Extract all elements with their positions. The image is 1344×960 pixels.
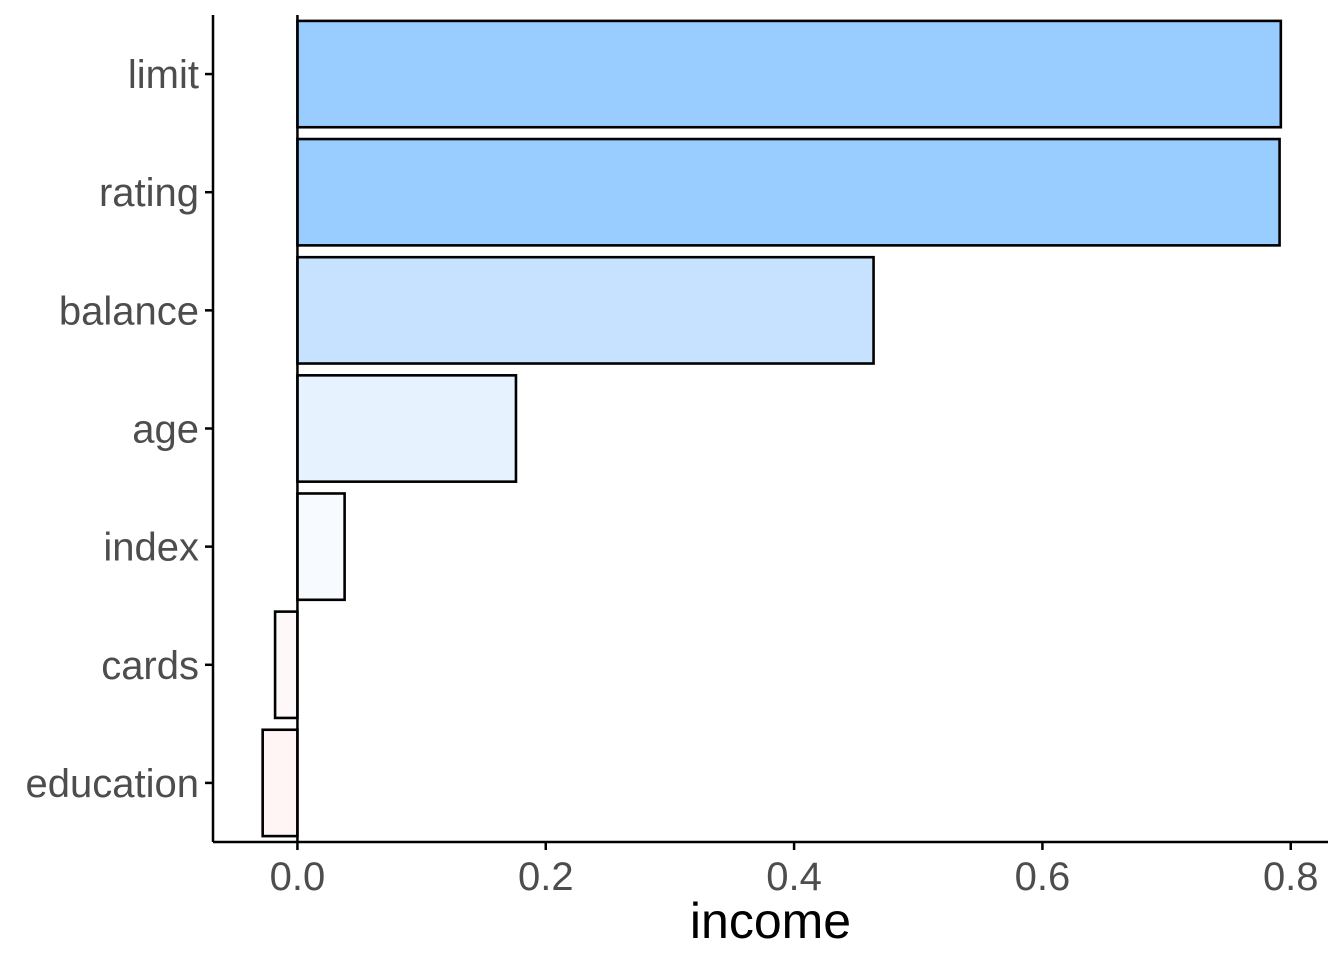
bar-rating (296, 137, 1281, 247)
x-tick-label: 0.4 (766, 855, 822, 899)
y-tick-label-age: age (132, 408, 199, 452)
y-axis-ticks: limit rating balance age index cards education (26, 53, 213, 806)
x-axis-title: income (690, 893, 851, 949)
bar-limit (296, 19, 1283, 129)
x-tick-label: 0.6 (1015, 855, 1071, 899)
y-tick-label-rating: rating (99, 171, 199, 215)
bars-layer (261, 19, 1283, 838)
y-tick-label-limit: limit (128, 53, 199, 97)
x-tick-label: 0.2 (518, 855, 574, 899)
bar-index (296, 492, 346, 602)
y-tick-label-cards: cards (101, 644, 199, 688)
bar-cards (273, 610, 299, 720)
y-tick-label-balance: balance (59, 289, 199, 333)
bar-education (261, 728, 299, 838)
bar-balance (296, 255, 875, 365)
x-axis-ticks: 0.0 0.2 0.4 0.6 0.8 (270, 842, 1319, 899)
x-tick-label: 0.8 (1263, 855, 1319, 899)
bar-age (296, 374, 518, 483)
y-tick-label-index: index (103, 526, 199, 570)
x-tick-label: 0.0 (270, 855, 326, 899)
y-tick-label-education: education (26, 762, 199, 806)
